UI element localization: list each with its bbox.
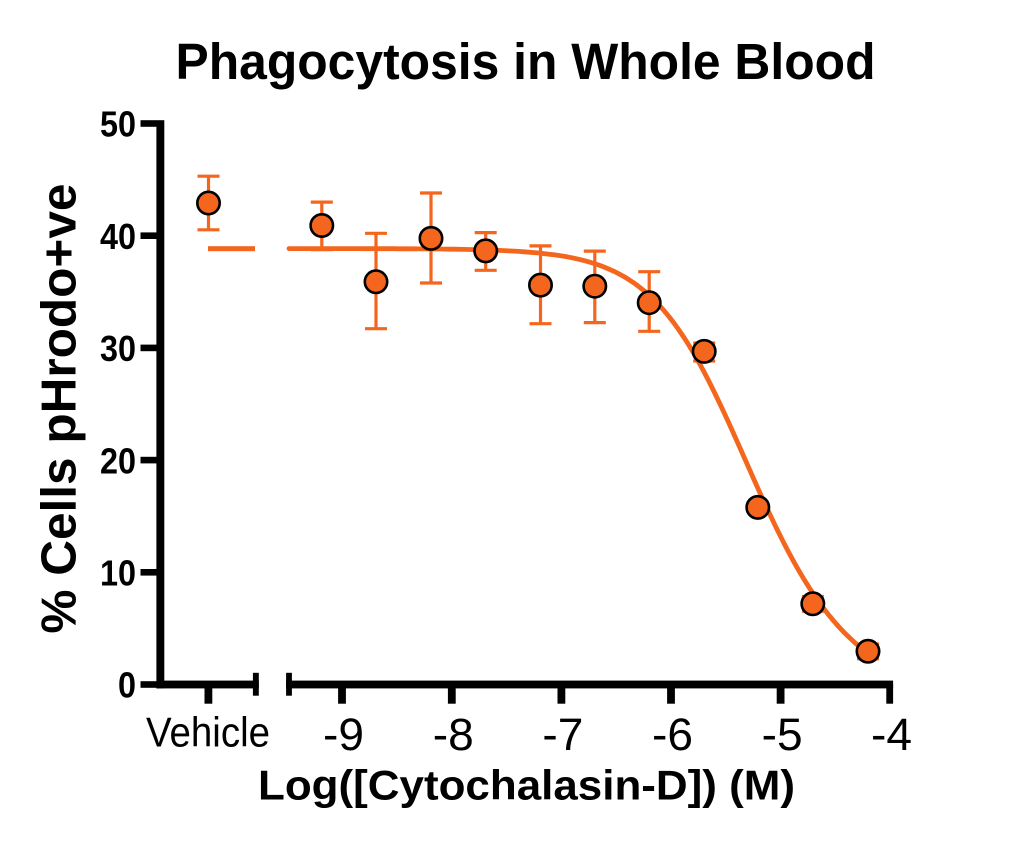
- svg-text:50: 50: [100, 104, 136, 145]
- svg-text:40: 40: [100, 216, 136, 257]
- svg-text:30: 30: [100, 328, 136, 369]
- svg-text:Vehicle: Vehicle: [146, 709, 270, 756]
- svg-text:Log([Cytochalasin-D]) (M): Log([Cytochalasin-D]) (M): [258, 762, 795, 809]
- svg-text:-7: -7: [542, 709, 583, 760]
- svg-text:-5: -5: [762, 709, 803, 760]
- svg-text:10: 10: [100, 553, 136, 594]
- svg-text:Phagocytosis in Whole Blood: Phagocytosis in Whole Blood: [176, 33, 876, 90]
- svg-text:-9: -9: [323, 709, 364, 760]
- svg-text:-4: -4: [871, 709, 912, 760]
- svg-text:20: 20: [100, 440, 136, 481]
- svg-text:0: 0: [118, 665, 136, 706]
- svg-text:% Cells pHrodo+ve: % Cells pHrodo+ve: [32, 184, 87, 634]
- svg-text:-6: -6: [652, 709, 693, 760]
- svg-text:-8: -8: [433, 709, 474, 760]
